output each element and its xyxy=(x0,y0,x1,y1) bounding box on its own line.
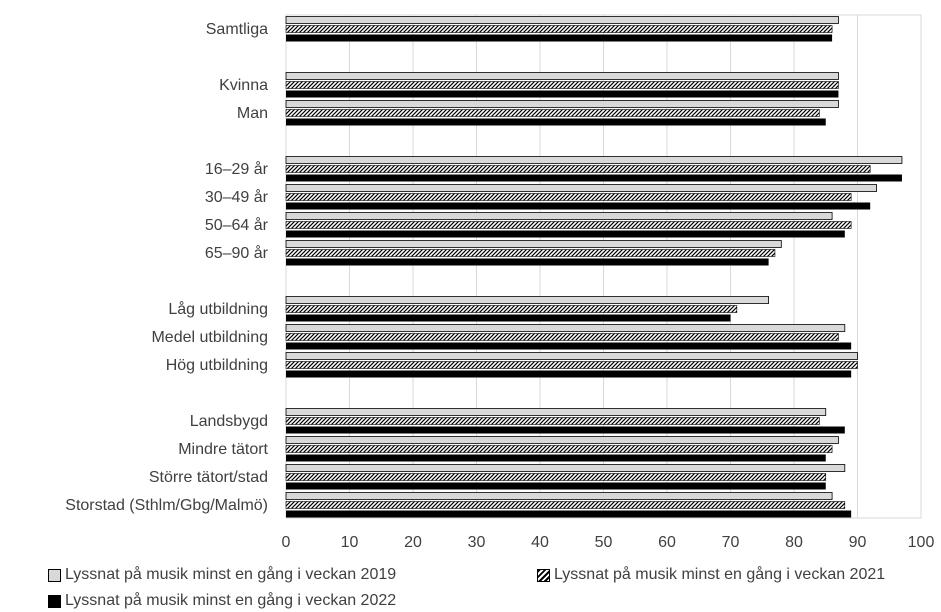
x-tick-label: 30 xyxy=(468,534,486,551)
category-label: Större tätort/stad xyxy=(149,469,268,486)
x-tick-label: 90 xyxy=(849,534,867,551)
x-tick-label: 10 xyxy=(341,534,359,551)
x-tick-label: 40 xyxy=(531,534,549,551)
bar-series-2 xyxy=(285,81,839,89)
bar-series-2 xyxy=(285,501,846,509)
bar-series-2 xyxy=(285,417,820,425)
bar-series-1 xyxy=(285,16,839,24)
bar-series-1 xyxy=(285,240,782,248)
bar-series-3 xyxy=(286,202,871,210)
category-label: 50–64 år xyxy=(205,216,269,234)
bar-series-2 xyxy=(285,109,820,117)
category-label: Mindre tätort xyxy=(178,441,268,458)
category-label: 16–29 år xyxy=(205,160,269,178)
bar-series-2 xyxy=(285,249,776,257)
bar-series-2 xyxy=(285,221,852,229)
bar-series-3 xyxy=(286,174,902,182)
category-label: 30–49 år xyxy=(205,188,269,206)
bar-series-1 xyxy=(285,464,846,472)
category-label: Samtliga xyxy=(206,21,268,38)
x-tick-label: 80 xyxy=(785,534,803,551)
bar-series-2 xyxy=(285,361,858,369)
bar-series-3 xyxy=(286,482,826,490)
bar-series-3 xyxy=(286,314,731,322)
x-tick-label: 100 xyxy=(908,534,935,551)
bar-series-3 xyxy=(286,426,845,434)
bar-series-3 xyxy=(286,258,769,266)
bar-series-1 xyxy=(285,156,903,164)
category-label: Man xyxy=(237,105,268,122)
x-tick-label: 60 xyxy=(658,534,676,551)
x-tick-label: 70 xyxy=(722,534,740,551)
x-tick-label: 0 xyxy=(282,534,291,551)
gridlines xyxy=(285,15,922,518)
category-label: Låg utbildning xyxy=(168,300,268,318)
bar-series-3 xyxy=(286,342,852,350)
bar-series-3 xyxy=(286,230,845,238)
category-labels: Samtliga Kvinna Man 16–29 år 30–49 år 50–64 å… xyxy=(65,21,268,514)
bar-series-1 xyxy=(285,352,858,360)
bar-series-3 xyxy=(286,118,826,126)
bar-series-1 xyxy=(285,408,827,416)
bar-series-2 xyxy=(285,165,871,173)
bar-series-2 xyxy=(285,445,833,453)
x-tick-labels: 0 10 20 30 40 50 60 70 80 90 100 xyxy=(282,534,935,551)
bar-series-1 xyxy=(285,296,770,304)
bar-series-1 xyxy=(285,184,877,192)
bar-series-2 xyxy=(285,333,839,341)
category-label: Hög utbildning xyxy=(166,357,268,374)
bar-series-2 xyxy=(285,305,738,313)
category-label: 65–90 år xyxy=(205,244,269,262)
bar-series-1 xyxy=(285,492,833,500)
bar-series-1 xyxy=(285,72,839,80)
category-label: Kvinna xyxy=(219,77,268,94)
x-tick-label: 20 xyxy=(404,534,422,551)
bar-series-1 xyxy=(285,436,839,444)
x-tick-label: 50 xyxy=(595,534,613,551)
bar-series-2 xyxy=(285,25,833,33)
bars xyxy=(285,16,903,518)
bar-series-3 xyxy=(286,34,833,42)
bar-series-3 xyxy=(286,370,852,378)
bar-series-2 xyxy=(285,473,827,481)
bar-series-2 xyxy=(285,193,852,201)
bar-series-3 xyxy=(286,90,839,98)
bar-series-3 xyxy=(286,510,852,518)
bar-series-3 xyxy=(286,454,826,462)
bar-series-1 xyxy=(285,100,839,108)
bar-series-1 xyxy=(285,324,846,332)
category-label: Landsbygd xyxy=(190,413,268,430)
bar-series-1 xyxy=(285,212,833,220)
category-label: Medel utbildning xyxy=(151,329,268,346)
category-label: Storstad (Sthlm/Gbg/Malmö) xyxy=(65,497,268,514)
